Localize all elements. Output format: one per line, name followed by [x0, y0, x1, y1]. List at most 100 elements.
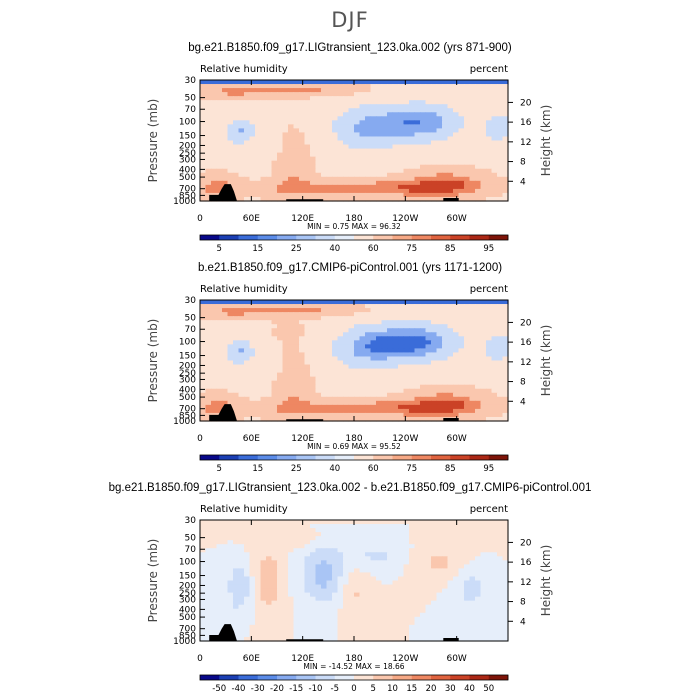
field-cell	[249, 304, 256, 309]
field-cell	[348, 160, 355, 166]
field-cell	[469, 360, 476, 366]
field-cell	[425, 564, 432, 569]
field-cell	[486, 376, 493, 382]
field-cell	[453, 596, 460, 602]
field-cell	[337, 556, 344, 561]
colorbar-label: 15	[252, 244, 263, 254]
field-cell	[469, 304, 476, 309]
field-cell	[222, 180, 229, 186]
field-cell	[447, 132, 454, 138]
field-cell	[205, 576, 212, 582]
field-cell	[392, 120, 399, 125]
field-cell	[255, 192, 262, 198]
field-cell	[288, 160, 295, 166]
field-cell	[343, 172, 350, 178]
field-cell	[409, 152, 416, 158]
field-cell	[249, 308, 256, 313]
field-cell	[486, 92, 493, 97]
field-cell	[486, 568, 493, 574]
field-cell	[282, 364, 289, 370]
field-cell	[216, 304, 223, 309]
field-cell	[365, 324, 372, 329]
field-cell	[211, 584, 218, 590]
field-cell	[244, 140, 251, 146]
field-cell	[409, 584, 416, 590]
field-cell	[414, 580, 421, 586]
field-cell	[200, 552, 207, 557]
field-cell	[453, 556, 460, 561]
field-cell	[266, 592, 273, 598]
field-cell	[211, 112, 218, 117]
field-cell	[222, 568, 229, 574]
field-cell	[260, 80, 267, 85]
field-cell	[282, 540, 289, 545]
field-cell	[200, 528, 207, 533]
field-cell	[486, 300, 493, 305]
field-cell	[255, 324, 262, 329]
field-cell	[365, 544, 372, 549]
field-cell	[442, 588, 449, 594]
field-cell	[403, 536, 410, 541]
field-cell	[387, 332, 394, 337]
field-cell	[271, 172, 278, 178]
field-cell	[315, 124, 322, 129]
field-cell	[425, 356, 432, 362]
field-cell	[502, 576, 509, 582]
field-cell	[244, 172, 251, 178]
field-cell	[469, 384, 476, 390]
field-cell	[255, 80, 262, 85]
field-cell	[398, 548, 405, 553]
field-cell	[216, 404, 223, 410]
field-cell	[403, 300, 410, 305]
field-cell	[431, 376, 438, 382]
field-cell	[238, 572, 245, 578]
field-cell	[211, 316, 218, 321]
field-cell	[365, 568, 372, 574]
field-cell	[238, 152, 245, 158]
field-cell	[310, 348, 317, 354]
field-cell	[491, 596, 498, 602]
field-cell	[233, 180, 240, 186]
field-cell	[497, 184, 504, 190]
field-cell	[299, 80, 306, 85]
field-cell	[414, 612, 421, 618]
field-cell	[414, 316, 421, 321]
field-cell	[293, 392, 300, 398]
field-cell	[293, 160, 300, 166]
field-cell	[431, 116, 438, 121]
field-cell	[420, 160, 427, 166]
field-cell	[321, 616, 328, 622]
field-cell	[502, 188, 509, 194]
field-cell	[233, 124, 240, 129]
field-cell	[409, 124, 416, 129]
field-cell	[271, 136, 278, 142]
field-cell	[475, 612, 482, 618]
field-cell	[502, 172, 509, 178]
field-cell	[497, 592, 504, 598]
field-cell	[442, 380, 449, 386]
field-cell	[409, 100, 416, 105]
field-cell	[464, 540, 471, 545]
field-cell	[398, 368, 405, 374]
field-cell	[288, 608, 295, 614]
field-cell	[447, 176, 454, 182]
field-cell	[458, 304, 465, 309]
field-cell	[398, 524, 405, 529]
field-cell	[414, 608, 421, 614]
field-cell	[205, 392, 212, 398]
field-cell	[469, 136, 476, 142]
field-cell	[216, 616, 223, 622]
field-cell	[348, 116, 355, 121]
field-cell	[271, 164, 278, 170]
field-cell	[403, 128, 410, 134]
field-cell	[222, 324, 229, 329]
field-cell	[260, 192, 267, 198]
field-cell	[392, 92, 399, 97]
field-cell	[271, 148, 278, 154]
field-cell	[326, 404, 333, 410]
field-cell	[387, 352, 394, 358]
field-cell	[293, 584, 300, 590]
field-cell	[398, 560, 405, 565]
field-cell	[376, 556, 383, 561]
field-cell	[464, 520, 471, 525]
